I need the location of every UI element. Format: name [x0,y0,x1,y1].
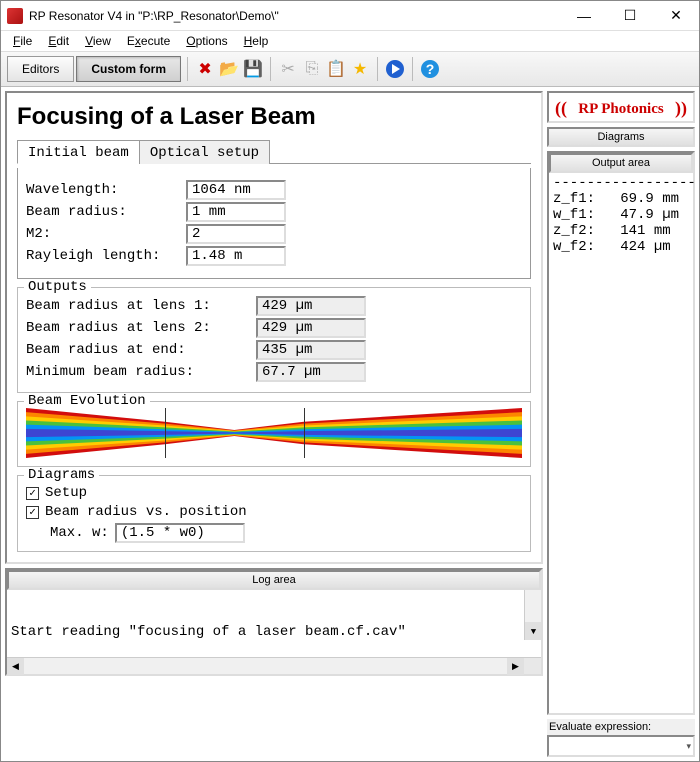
outputs-title: Outputs [24,279,91,295]
menu-view[interactable]: View [77,32,119,50]
out-min-label: Minimum beam radius: [26,364,256,380]
tab-optical-setup[interactable]: Optical setup [139,140,270,164]
setup-label: Setup [45,485,87,501]
out-lens1-value: 429 µm [256,296,366,316]
output-area-text: ----------------- z_f1: 69.9 mm w_f1: 47… [549,173,693,713]
wavelength-label: Wavelength: [26,182,186,198]
cut-icon[interactable]: ✂ [277,58,299,80]
beam-radius-input[interactable]: 1 mm [186,202,286,222]
log-text: Start reading "focusing of a laser beam.… [7,590,541,657]
outputs-group: Outputs Beam radius at lens 1: 429 µm Be… [17,287,531,393]
diagrams-title: Diagrams [24,467,99,483]
out-lens2-label: Beam radius at lens 2: [26,320,256,336]
maxw-label: Max. w: [50,525,109,541]
toolbar-separator [377,57,378,81]
maxw-input[interactable]: (1.5 * w0) [115,523,245,543]
form-area: Focusing of a Laser Beam Initial beam Op… [5,91,543,564]
title-bar: RP Resonator V4 in "P:\RP_Resonator\Demo… [1,1,699,31]
log-line: Start reading "focusing of a laser beam.… [11,624,537,640]
svg-text:)): )) [675,98,687,119]
svg-text:((: (( [555,98,567,119]
app-icon [7,8,23,24]
main-panel: Focusing of a Laser Beam Initial beam Op… [1,87,547,761]
svg-text:?: ? [426,61,435,77]
maximize-button[interactable]: ☐ [607,1,653,31]
scroll-right-icon[interactable]: ▶ [507,658,524,675]
rayleigh-label: Rayleigh length: [26,248,186,264]
log-header: Log area [7,570,541,590]
close-button[interactable]: ✕ [653,1,699,31]
out-lens1-label: Beam radius at lens 1: [26,298,256,314]
scroll-track[interactable] [24,658,507,674]
help-icon[interactable]: ? [419,58,441,80]
scroll-corner [524,658,541,674]
setup-checkbox[interactable]: ✓ [26,487,39,500]
wavelength-input[interactable]: 1064 nm [186,180,286,200]
diagrams-group: Diagrams ✓ Setup ✓ Beam radius vs. posit… [17,475,531,552]
beam-evolution-group: Beam Evolution [17,401,531,467]
log-area: Log area Start reading "focusing of a la… [5,568,543,676]
m2-input[interactable]: 2 [186,224,286,244]
minimize-button[interactable]: — [561,1,607,31]
save-icon[interactable]: 💾 [242,58,264,80]
toolbar-separator [270,57,271,81]
run-icon[interactable] [384,58,406,80]
custom-form-button[interactable]: Custom form [76,56,181,82]
diagrams-panel-header[interactable]: Diagrams [547,127,695,147]
beam-radius-label: Beam radius: [26,204,186,220]
log-scrollbar-v[interactable]: ▲ ▼ [524,590,541,640]
lens-marker [165,408,166,458]
output-area-header: Output area [549,153,693,173]
out-lens2-value: 429 µm [256,318,366,338]
copy-icon[interactable]: ⎘ [301,58,323,80]
open-icon[interactable]: 📂 [218,58,240,80]
log-scrollbar-h[interactable]: ◀ ▶ [7,657,541,674]
menu-help[interactable]: Help [236,32,277,50]
svg-text:RP Photonics: RP Photonics [578,101,664,117]
beam-evolution-plot [26,408,522,458]
menu-bar: File Edit View Execute Options Help [1,31,699,51]
evaluate-label: Evaluate expression: [547,719,695,735]
content-area: Focusing of a Laser Beam Initial beam Op… [1,87,699,761]
favorite-icon[interactable]: ★ [349,58,371,80]
page-title: Focusing of a Laser Beam [17,103,531,131]
editors-button[interactable]: Editors [7,56,74,82]
rayleigh-input[interactable]: 1.48 m [186,246,286,266]
out-min-value: 67.7 µm [256,362,366,382]
paste-icon[interactable]: 📋 [325,58,347,80]
out-end-label: Beam radius at end: [26,342,256,358]
logo-box: (( RP Photonics )) [547,91,695,123]
toolbar-separator [187,57,188,81]
app-window: RP Resonator V4 in "P:\RP_Resonator\Demo… [0,0,700,762]
beam-evolution-title: Beam Evolution [24,393,150,409]
rp-photonics-logo: (( RP Photonics )) [551,94,691,120]
scroll-left-icon[interactable]: ◀ [7,658,24,675]
toolbar: Editors Custom form ✖ 📂 💾 ✂ ⎘ 📋 ★ ? [1,51,699,87]
menu-edit[interactable]: Edit [40,32,77,50]
tab-initial-beam[interactable]: Initial beam [17,140,140,164]
output-area-box: Output area ----------------- z_f1: 69.9… [547,151,695,715]
evaluate-row: Evaluate expression: [547,719,695,757]
menu-options[interactable]: Options [178,32,235,50]
toolbar-separator [412,57,413,81]
scroll-down-icon[interactable]: ▼ [525,623,541,640]
brvp-checkbox[interactable]: ✓ [26,506,39,519]
out-end-value: 435 µm [256,340,366,360]
tabs: Initial beam Optical setup [17,139,531,164]
evaluate-input[interactable] [547,735,695,757]
menu-file[interactable]: File [5,32,40,50]
delete-icon[interactable]: ✖ [194,58,216,80]
brvp-label: Beam radius vs. position [45,504,247,520]
lens-marker [304,408,305,458]
m2-label: M2: [26,226,186,242]
tab-page-initial-beam: Wavelength: 1064 nm Beam radius: 1 mm M2… [17,168,531,279]
window-title: RP Resonator V4 in "P:\RP_Resonator\Demo… [29,9,561,23]
side-panel: (( RP Photonics )) Diagrams Output area … [547,87,699,761]
menu-execute[interactable]: Execute [119,32,178,50]
